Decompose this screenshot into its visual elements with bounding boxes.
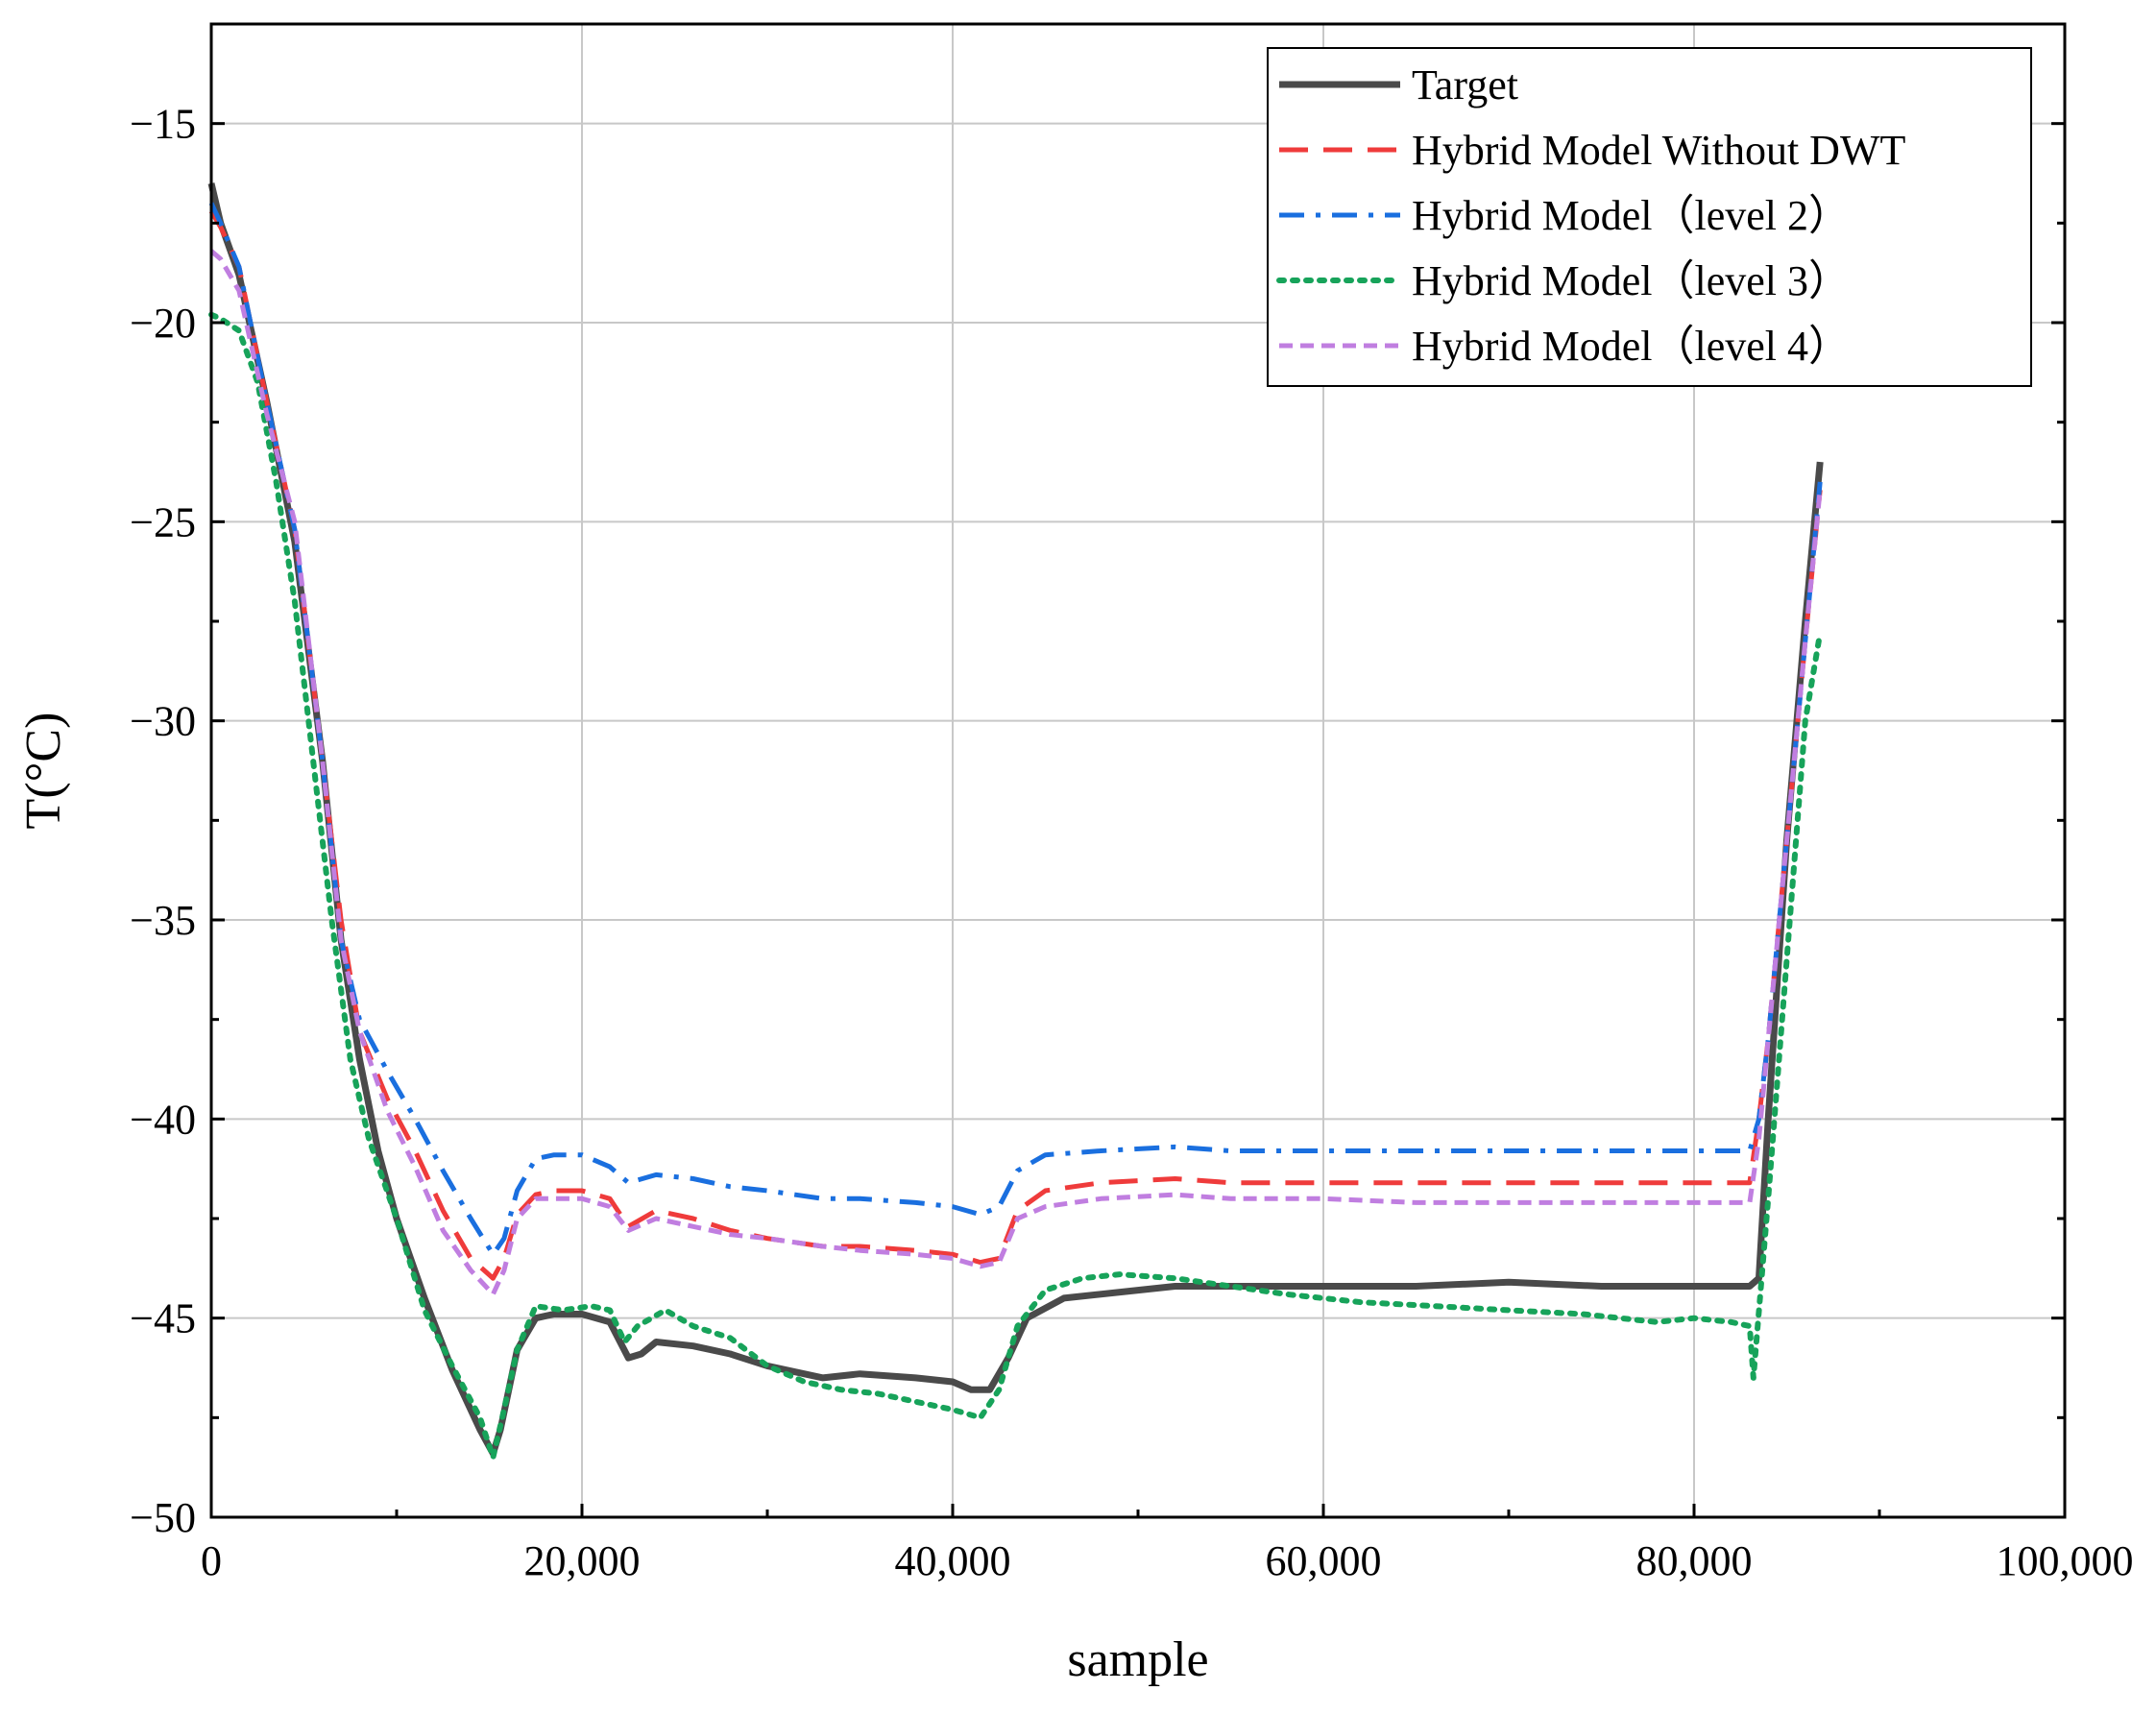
legend-label-5: Hybrid Model（level 4）: [1412, 323, 1851, 370]
y-tick-label: −30: [130, 698, 196, 745]
y-tick-label: −40: [130, 1096, 196, 1143]
x-tick-label: 100,000: [1997, 1537, 2134, 1584]
legend-label-3: Hybrid Model（level 2）: [1412, 192, 1851, 239]
series-line-1: [207, 182, 1824, 1458]
x-tick-label: 20,000: [524, 1537, 641, 1584]
x-tick-label: 60,000: [1266, 1537, 1382, 1584]
series-line-4: [208, 311, 1824, 1461]
x-axis-label: sample: [1067, 1632, 1208, 1687]
y-tick-label: −20: [130, 300, 196, 347]
legend: Target Hybrid Model Without DWT Hybrid Mod…: [1267, 47, 2032, 387]
y-tick-label: −45: [130, 1295, 196, 1342]
x-tick-label: 80,000: [1636, 1537, 1753, 1584]
x-tick-label: 40,000: [895, 1537, 1011, 1584]
series-layer: [207, 182, 1824, 1461]
legend-label-1: Target: [1412, 61, 1518, 109]
y-tick-label: −50: [130, 1494, 196, 1541]
legend-label-4: Hybrid Model（level 3）: [1412, 257, 1851, 304]
y-tick-label: −25: [130, 498, 196, 545]
series-line-2: [208, 209, 1823, 1281]
legend-label-2: Hybrid Model Without DWT: [1412, 127, 1905, 174]
x-tick-label: 0: [201, 1537, 222, 1584]
y-axis-label: T(°C): [16, 713, 71, 830]
y-tick-label: −15: [130, 101, 196, 148]
ticks: 0 20,000 40,000 60,000 80,000 100,000 −50 −45 −4…: [130, 101, 2133, 1584]
series-line-3: [208, 202, 1823, 1257]
y-tick-label: −35: [130, 897, 196, 944]
